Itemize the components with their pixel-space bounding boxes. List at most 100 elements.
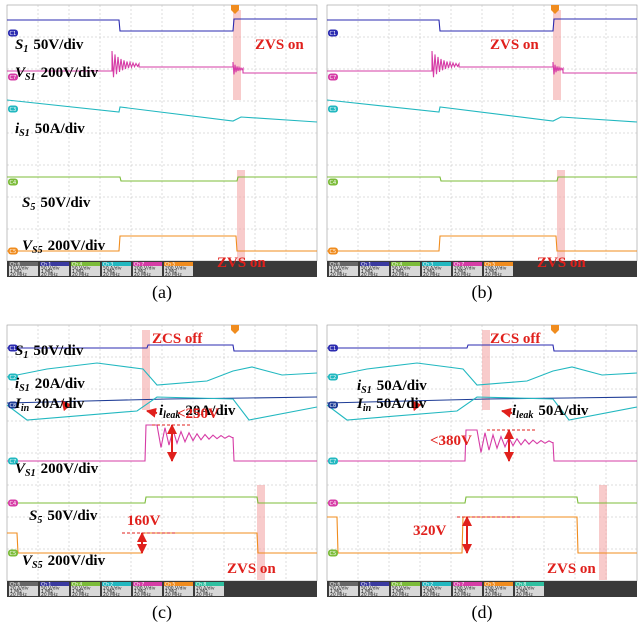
status-bandwidth: 20 MHz xyxy=(72,592,89,598)
panel-caption: (b) xyxy=(472,282,493,303)
channel-marker: C8 xyxy=(330,403,337,409)
label-subscript: 5 xyxy=(37,515,42,526)
label-subscript: in xyxy=(363,403,372,414)
channel-marker: C1 xyxy=(330,346,337,352)
status-bandwidth: 20 MHz xyxy=(41,272,58,278)
annotation: ZVS on xyxy=(547,561,596,577)
panel-caption: (c) xyxy=(152,602,172,623)
label-scale: 200V/div xyxy=(41,65,99,81)
label-symbol: S xyxy=(29,508,37,524)
label-subscript: S1 xyxy=(25,468,36,479)
label-scale: 50A/div xyxy=(376,396,427,412)
label-scale: 50A/div xyxy=(35,121,86,137)
label-subscript: 5 xyxy=(30,202,35,213)
channel-marker: C4 xyxy=(330,180,337,186)
status-bandwidth: 20 MHz xyxy=(10,592,27,598)
status-bandwidth: 20 MHz xyxy=(423,592,440,598)
status-bandwidth: 20 MHz xyxy=(41,592,58,598)
label-subscript: S5 xyxy=(32,245,43,256)
channel-marker: C1 xyxy=(10,31,17,37)
label-subscript: in xyxy=(21,403,30,414)
label-symbol: S xyxy=(15,343,23,359)
label-scale: 50V/div xyxy=(47,508,98,524)
annotation: ZVS on xyxy=(217,255,266,271)
label-symbol: S xyxy=(15,37,23,53)
status-bandwidth: 20 MHz xyxy=(485,272,502,278)
annotation: ZCS off xyxy=(490,331,541,347)
label-subscript: S1 xyxy=(19,128,30,139)
status-bandwidth: 20 MHz xyxy=(361,592,378,598)
annotation: 320V xyxy=(413,523,447,539)
panel-caption: (a) xyxy=(152,282,172,303)
annotation: ZVS on xyxy=(537,255,586,271)
label-subscript: S1 xyxy=(19,383,30,394)
annotation: <380V xyxy=(430,433,472,449)
status-bandwidth: 20 MHz xyxy=(330,592,347,598)
channel-marker: C4 xyxy=(10,180,17,186)
scope-panel: C1C7C3C4C5Ch 610 V/div1 MΩ20 MHzCh 150 V… xyxy=(7,5,317,303)
channel-marker: C7 xyxy=(330,75,337,81)
status-bandwidth: 20 MHz xyxy=(361,272,378,278)
label-scale: 50A/div xyxy=(538,403,589,419)
label-scale: 200V/div xyxy=(48,238,106,254)
channel-marker: C3 xyxy=(330,107,337,113)
channel-marker: C5 xyxy=(10,249,17,255)
label-subscript: 1 xyxy=(23,44,28,55)
label-subscript: leak xyxy=(516,410,533,421)
label-scale: 20A/div xyxy=(35,376,86,392)
label-scale: 50A/div xyxy=(377,378,428,394)
highlight xyxy=(233,10,241,100)
highlight xyxy=(482,330,490,410)
channel-marker: C1 xyxy=(330,31,337,37)
channel-marker: C3 xyxy=(10,107,17,113)
highlight xyxy=(553,10,561,100)
status-bandwidth: 20 MHz xyxy=(165,272,182,278)
highlight xyxy=(599,485,607,580)
status-bandwidth: 20 MHz xyxy=(10,272,27,278)
channel-marker: C5 xyxy=(330,249,337,255)
label-scale: 50V/div xyxy=(40,195,91,211)
annotation: ZCS off xyxy=(152,331,203,347)
label-subscript: S5 xyxy=(32,560,43,571)
label-scale: 20A/div xyxy=(34,396,85,412)
status-bandwidth: 20 MHz xyxy=(516,592,533,598)
status-bandwidth: 20 MHz xyxy=(72,272,89,278)
label-symbol: S xyxy=(22,195,30,211)
status-bandwidth: 20 MHz xyxy=(103,592,120,598)
label-subscript: S1 xyxy=(25,72,36,83)
label-scale: 200V/div xyxy=(41,461,99,477)
panel-caption: (d) xyxy=(472,602,493,623)
status-bandwidth: 20 MHz xyxy=(165,592,182,598)
annotation: ZVS on xyxy=(490,37,539,53)
status-bandwidth: 20 MHz xyxy=(134,592,151,598)
annotation: ZVS on xyxy=(255,37,304,53)
label-subscript: 1 xyxy=(23,350,28,361)
channel-marker: C2 xyxy=(330,375,337,381)
status-bandwidth: 20 MHz xyxy=(134,272,151,278)
channel-marker: C4 xyxy=(330,501,337,507)
status-bandwidth: 20 MHz xyxy=(103,272,120,278)
annotation: 160V xyxy=(127,513,161,529)
scope-panel: C1C2C8C7C4C5Ch 620 A/div1 MΩ20 MHzCh 150… xyxy=(7,325,317,623)
status-bandwidth: 20 MHz xyxy=(392,592,409,598)
status-bandwidth: 20 MHz xyxy=(330,272,347,278)
label-subscript: S1 xyxy=(361,385,372,396)
channel-marker: C4 xyxy=(10,501,17,507)
channel-marker: C7 xyxy=(330,459,337,465)
status-bandwidth: 20 MHz xyxy=(392,272,409,278)
status-bandwidth: 20 MHz xyxy=(485,592,502,598)
annotation: <250V xyxy=(177,406,219,422)
channel-marker: C5 xyxy=(10,551,17,557)
status-bandwidth: 20 MHz xyxy=(454,272,471,278)
status-bandwidth: 20 MHz xyxy=(196,592,213,598)
figure: C1C7C3C4C5Ch 610 V/div1 MΩ20 MHzCh 150 V… xyxy=(0,0,641,641)
label-scale: 50V/div xyxy=(33,37,84,53)
label-scale: 50V/div xyxy=(33,343,84,359)
label-scale: 200V/div xyxy=(48,553,106,569)
status-bandwidth: 20 MHz xyxy=(454,592,471,598)
annotation: ZVS on xyxy=(227,561,276,577)
channel-marker: C5 xyxy=(330,551,337,557)
status-bandwidth: 20 MHz xyxy=(423,272,440,278)
